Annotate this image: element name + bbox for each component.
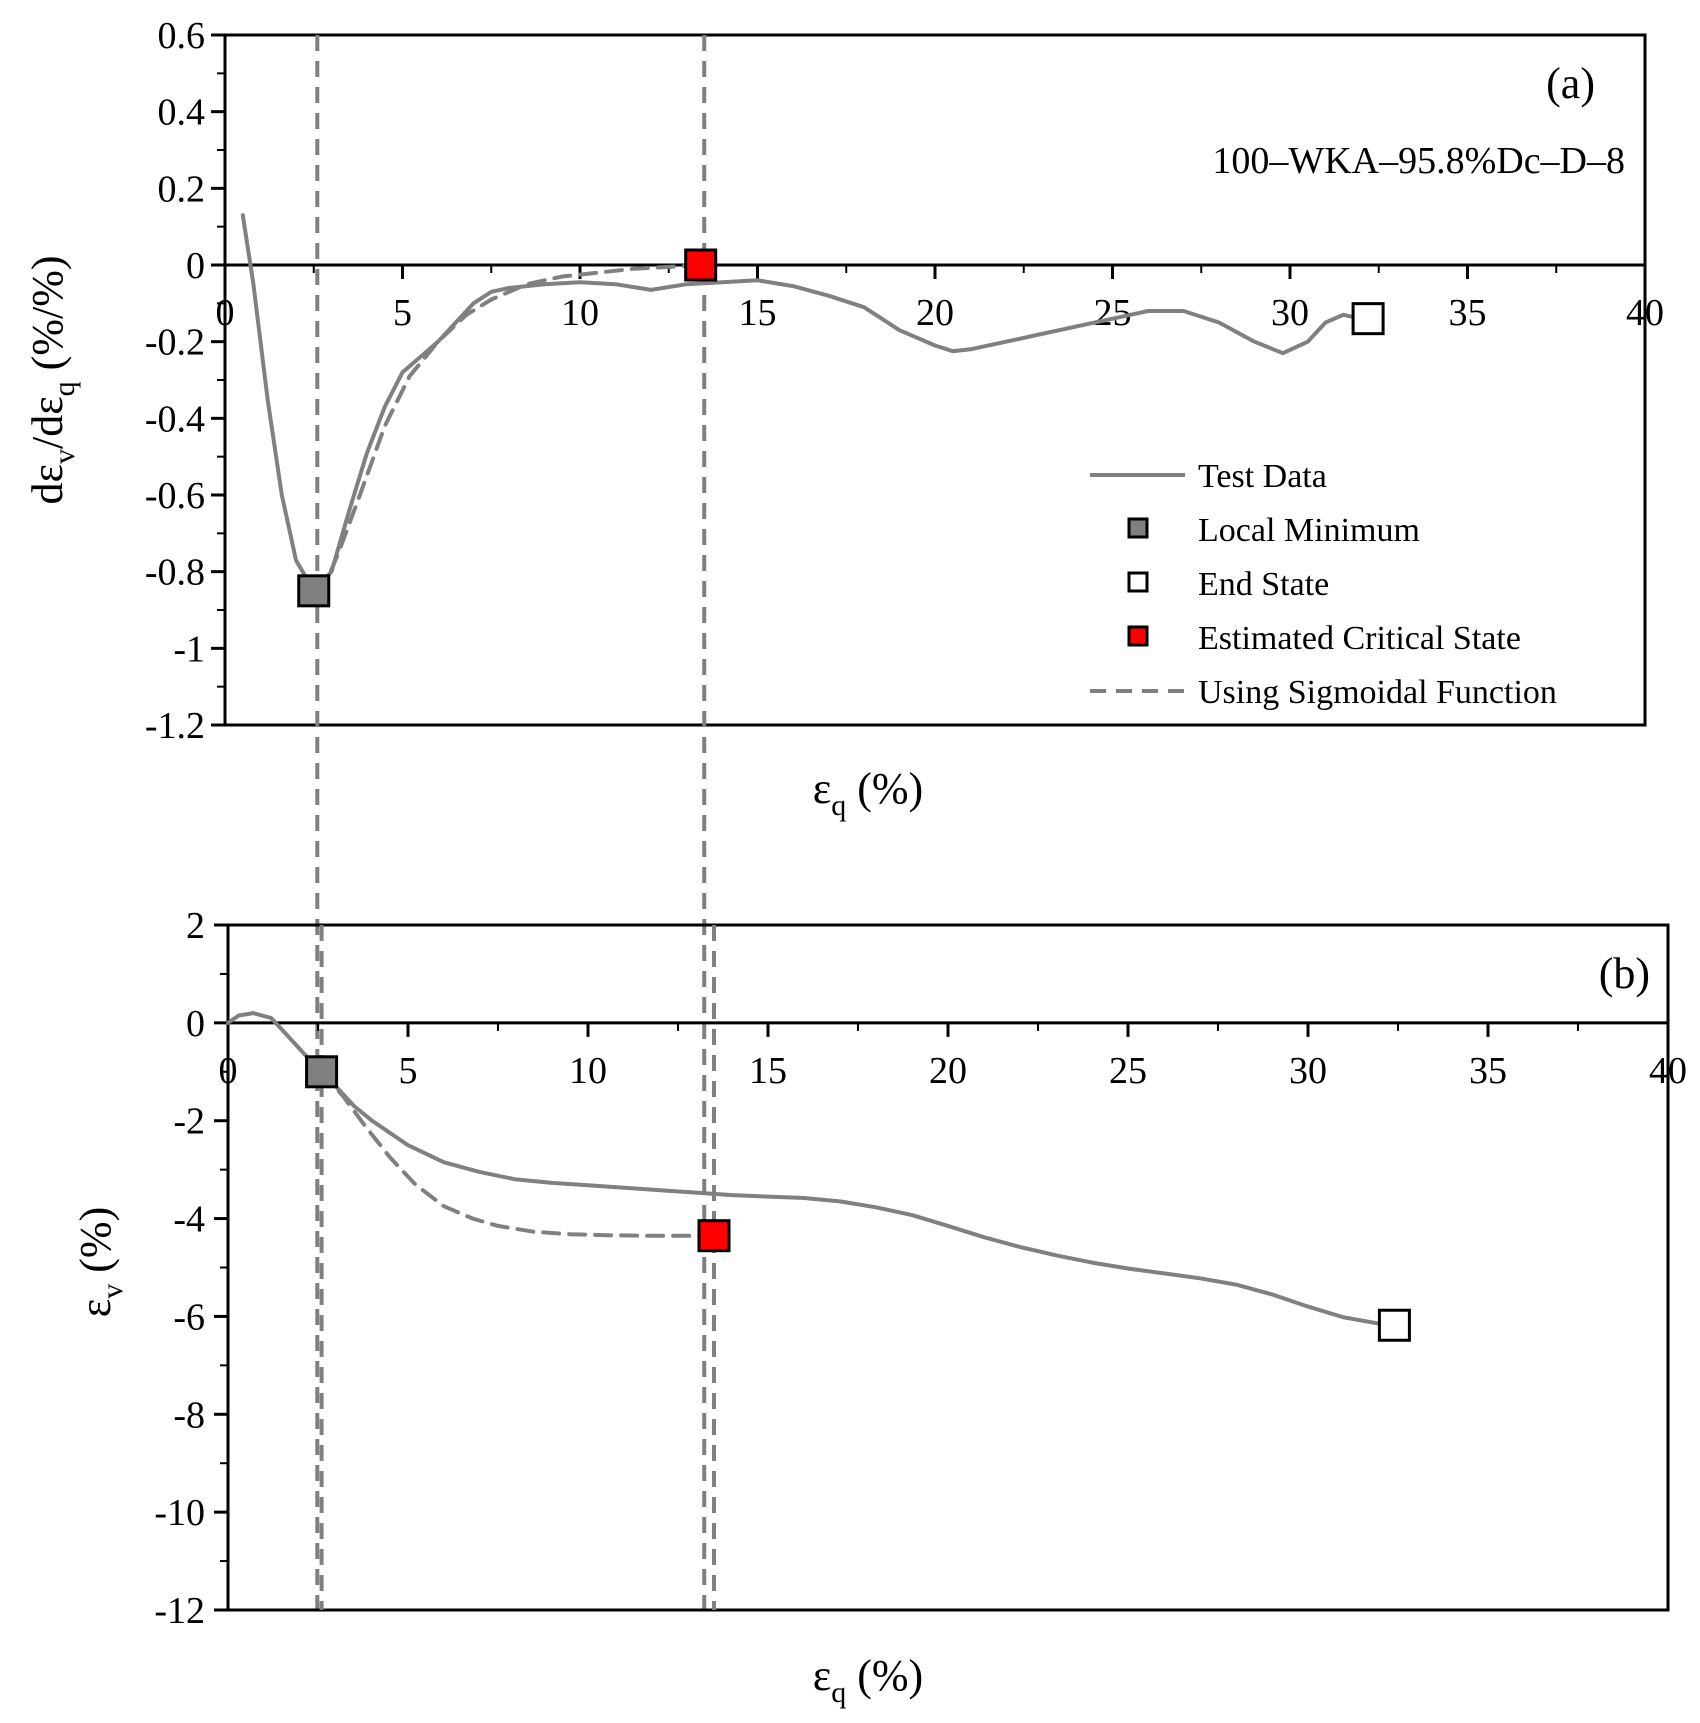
- y-tick-label: -0.6: [145, 475, 205, 517]
- x-tick-label: 30: [1289, 1050, 1327, 1092]
- y-tick-label: 2: [186, 905, 205, 947]
- marker-local-minimum: [305, 1055, 339, 1089]
- x-tick-label: 15: [749, 1050, 787, 1092]
- y-tick-label: -4: [173, 1199, 205, 1241]
- y-tick-label: -0.4: [145, 398, 205, 440]
- x-tick-label: 15: [739, 292, 777, 334]
- y-tick-label: -2: [173, 1101, 205, 1143]
- series-sigmoidal-function: [319, 1069, 716, 1238]
- panel-b-x-axis-title: εq (%): [813, 1651, 923, 1709]
- marker-local-minimum: [297, 574, 331, 608]
- x-tick-label: 25: [1109, 1050, 1147, 1092]
- legend-end-state-label: End State: [1198, 566, 1329, 603]
- x-tick-label: 10: [569, 1050, 607, 1092]
- y-tick-label: -8: [173, 1394, 205, 1436]
- y-tick-label: -12: [154, 1590, 205, 1632]
- x-tick-label: 30: [1271, 292, 1309, 334]
- x-tick-label: 40: [1649, 1050, 1687, 1092]
- legend-local-minimum-label: Local Minimum: [1198, 512, 1420, 549]
- x-tick-label: 25: [1094, 292, 1132, 334]
- panel-a-label: (a): [1546, 59, 1595, 108]
- x-tick-label: 5: [399, 1050, 418, 1092]
- x-tick-label: 5: [393, 292, 412, 334]
- legend-sigmoidal-label: Using Sigmoidal Function: [1198, 674, 1557, 711]
- x-tick-label: 20: [929, 1050, 967, 1092]
- legend-critical-state-swatch: [1127, 625, 1149, 647]
- marker-end-state: [1351, 302, 1385, 336]
- panel-a-x-axis-title: εq (%): [813, 764, 923, 822]
- x-tick-label: 0: [216, 292, 235, 334]
- x-tick-label: 10: [561, 292, 599, 334]
- legend-end-state-swatch: [1127, 571, 1149, 593]
- panel-b-label: (b): [1599, 949, 1650, 998]
- legend-local-minimum-swatch: [1127, 517, 1149, 539]
- y-tick-label: -0.2: [145, 322, 205, 364]
- panel-b-y-axis-title: εv (%): [71, 1207, 129, 1317]
- panel-a-ticks: 0 5 10 15 20 25 30 35 40 0.6 0.4 0.2 0 -0.2 -0.4 -0.6 -0…: [145, 15, 1664, 747]
- panel-a-series: [240, 213, 1363, 597]
- x-tick-label: 35: [1469, 1050, 1507, 1092]
- panel-b-vertical-reference-lines: [319, 925, 716, 1610]
- legend-test-data-label: Test Data: [1198, 458, 1327, 495]
- x-tick-label: 35: [1449, 292, 1487, 334]
- y-tick-label: -1: [173, 628, 205, 670]
- panel-a-markers: [297, 248, 1385, 608]
- x-tick-label: 20: [916, 292, 954, 334]
- y-tick-label: -10: [154, 1492, 205, 1534]
- marker-estimated-critical-state: [684, 248, 718, 282]
- y-tick-label: 0: [186, 1003, 205, 1045]
- series-test-data: [240, 213, 1363, 593]
- y-tick-label: -0.8: [145, 552, 205, 594]
- legend-critical-state-label: Estimated Critical State: [1198, 620, 1521, 657]
- x-tick-label: 40: [1626, 292, 1664, 334]
- legend: Test Data Local Minimum End State Estima…: [1090, 458, 1557, 711]
- panel-a-y-axis-title: dεv/dεq (%/%): [23, 255, 81, 504]
- y-tick-label: -1.2: [145, 705, 205, 747]
- panel-a-vertical-reference-lines: [315, 35, 707, 1610]
- panel-a: 0 5 10 15 20 25 30 35 400.60.40.20-0.2-0.4-0.6-0…: [23, 15, 1664, 1610]
- series-sigmoidal-function: [318, 263, 703, 597]
- marker-estimated-critical-state: [697, 1219, 731, 1253]
- y-tick-label: 0: [186, 245, 205, 287]
- y-tick-label: 0.4: [158, 92, 206, 134]
- panel-b-markers: [305, 1055, 1411, 1342]
- y-tick-label: -6: [173, 1296, 205, 1338]
- marker-end-state: [1377, 1308, 1411, 1342]
- y-tick-label: 0.2: [158, 168, 206, 210]
- y-tick-label: 0.6: [158, 15, 206, 57]
- panel-a-annotation: 100–WKA–95.8%Dc–D–8: [1212, 140, 1625, 182]
